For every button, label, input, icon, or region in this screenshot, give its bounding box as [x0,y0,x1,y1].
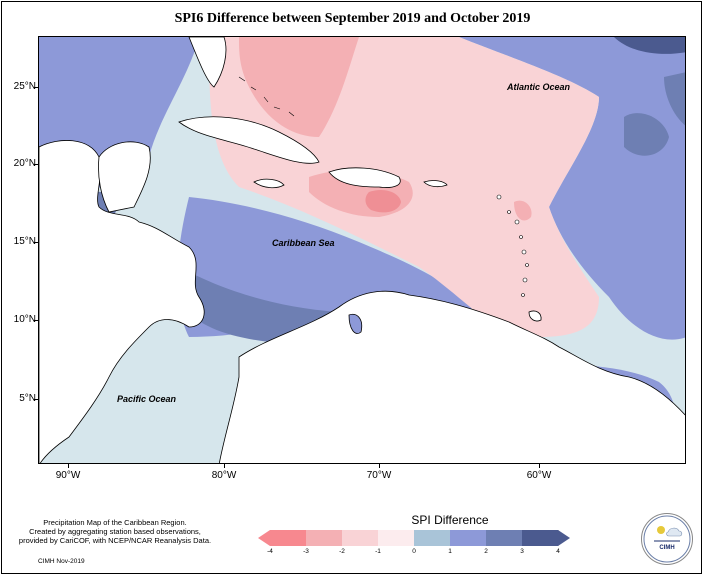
sun-icon [657,526,665,534]
legend-tick-label: 1 [448,548,452,555]
anomaly-pink-mid-north [239,37,359,137]
lon-tick [539,464,540,468]
pacific-ocean-label: Pacific Ocean [117,394,177,404]
lat-tick [34,399,38,400]
map-title: SPI6 Difference between September 2019 a… [174,11,531,26]
anomaly-blue-dark-far-e [664,72,685,126]
lat-tick [34,320,38,321]
land-cuba [178,116,320,164]
legend-tick-label: -2 [339,548,345,555]
bahamas-islands [238,76,295,117]
credits-date: CIMH Nov-2019 [38,558,85,565]
legend-arrow-right [558,530,570,546]
lon-label-80w: 80°W [211,470,237,481]
land-jamaica [253,178,285,189]
lon-label-70w: 70°W [366,470,392,481]
legend-tick-label: -4 [267,548,273,555]
credits-line-2: Created by aggregating station based obs… [29,527,201,536]
legend-tick-label: 2 [484,548,488,555]
legend-swatch [486,530,523,546]
land-florida [188,37,227,88]
legend-swatch [342,530,379,546]
anomaly-blue-dark-e [624,113,669,156]
legend-arrow-left [258,530,270,546]
lat-tick [34,87,38,88]
atlantic-ocean-label: Atlantic Ocean [507,82,571,92]
lon-tick [68,464,69,468]
cloud-icon [666,527,683,537]
logo-text: CIMH [659,545,675,551]
lon-label-60w: 60°W [526,470,552,481]
lon-label-90w: 90°W [55,470,81,481]
credits-line-3: provided by CariCOF, with NCEP/NCAR Rean… [18,536,212,545]
lat-label-20n: 20°N [13,158,36,169]
legend-swatch [270,530,307,546]
cimh-logo-icon: CIMH [641,513,693,565]
anomaly-pink-windward [514,200,532,221]
legend-tick-label: 0 [412,548,416,555]
lat-label-5n: 5°N [19,393,36,404]
legend-swatch [450,530,487,546]
land-central-america [39,140,205,463]
anomaly-blue-dark-ne [614,37,685,54]
credits-line-1: Precipitation Map of the Caribbean Regio… [43,518,187,527]
lat-tick [34,164,38,165]
land-south-america [218,290,685,463]
anomaly-pink-strong-core [365,190,401,213]
lon-tick [224,464,225,468]
cimh-logo-graphic [643,515,691,563]
land-hispaniola [328,167,401,188]
legend-colorbar [258,530,570,546]
legend-tick-label: -3 [303,548,309,555]
land-puerto-rico [423,180,448,188]
legend-swatch [522,530,559,546]
legend-title: SPI Difference [411,513,489,527]
lat-label-10n: 10°N [13,314,36,325]
legend-swatch [378,530,415,546]
legend-tick-label: 4 [556,548,560,555]
credits-block: Precipitation Map of the Caribbean Regio… [10,518,220,545]
lat-label-25n: 25°N [13,81,36,92]
legend-tick-label: -1 [375,548,381,555]
legend-swatch [306,530,343,546]
lat-tick [34,242,38,243]
caribbean-sea-label: Caribbean Sea [272,238,335,248]
legend-tick-label: 3 [520,548,524,555]
land-maracaibo [348,313,363,334]
lon-tick [379,464,380,468]
land-masses [39,37,685,463]
legend-swatch [414,530,451,546]
map-panel [38,36,686,464]
anomaly-blue-northeast [459,37,685,340]
lesser-antilles [496,194,529,297]
land-trinidad [528,310,542,322]
land-yucatan [98,141,151,213]
lat-label-15n: 15°N [13,236,36,247]
map-svg [39,37,685,463]
